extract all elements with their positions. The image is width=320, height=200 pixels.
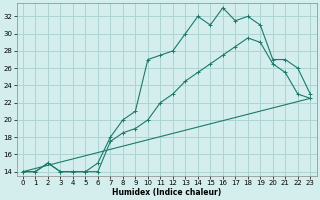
X-axis label: Humidex (Indice chaleur): Humidex (Indice chaleur) <box>112 188 221 197</box>
